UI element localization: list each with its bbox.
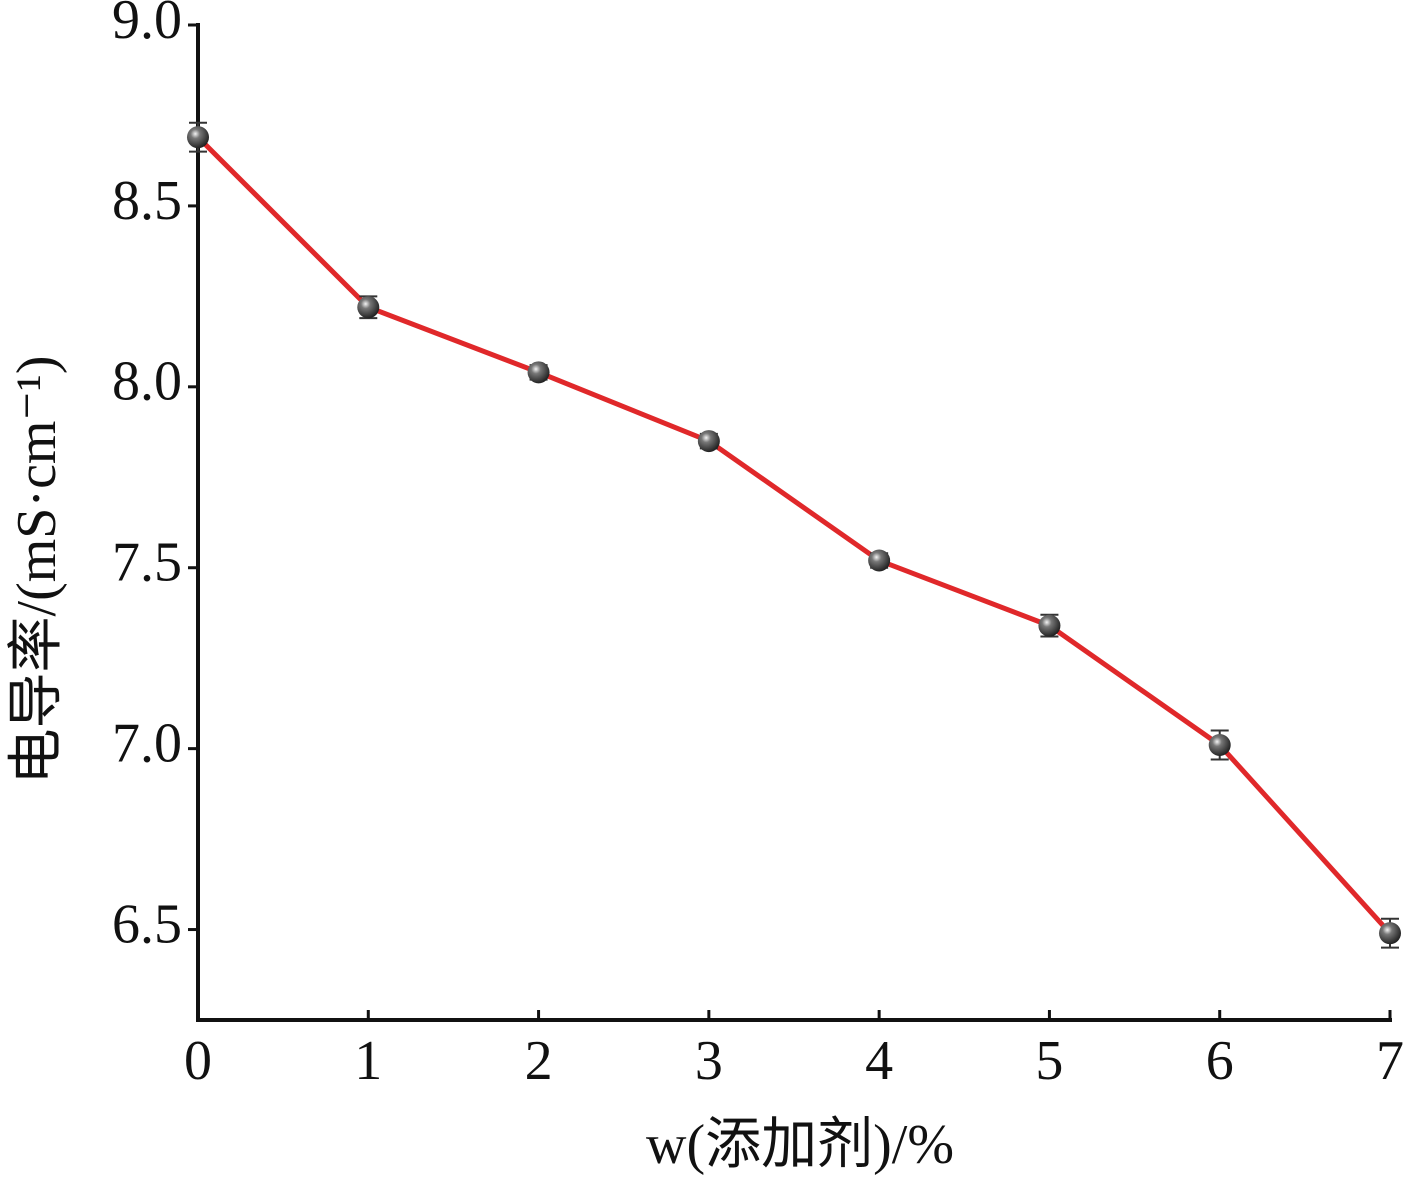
marker	[868, 549, 891, 572]
y-tick-label: 7.5	[112, 532, 182, 594]
marker	[1038, 614, 1061, 637]
marker	[1208, 734, 1231, 757]
y-axis-label: 电导率/(mS·cm⁻¹)	[6, 356, 68, 785]
x-axis-label: w(添加剂)/%	[646, 1114, 954, 1176]
x-tick-label: 2	[525, 1030, 553, 1092]
x-tick-label: 1	[354, 1030, 382, 1092]
y-tick-label: 8.5	[112, 170, 182, 232]
y-tick-label: 8.0	[112, 351, 182, 413]
y-tick-label: 9.0	[112, 0, 182, 51]
y-tick-label: 7.0	[112, 712, 182, 774]
marker	[527, 361, 550, 384]
marker	[187, 126, 209, 149]
x-tick-label: 5	[1035, 1030, 1063, 1092]
marker	[1379, 922, 1401, 945]
x-tick-label: 6	[1206, 1030, 1234, 1092]
series-line	[196, 135, 1392, 935]
x-tick-label: 0	[184, 1030, 212, 1092]
x-tick-label: 7	[1376, 1030, 1404, 1092]
x-tick-label: 4	[865, 1030, 893, 1092]
x-tick-label: 3	[695, 1030, 723, 1092]
marker	[357, 296, 380, 319]
marker	[697, 430, 720, 453]
y-tick-label: 6.5	[112, 893, 182, 955]
